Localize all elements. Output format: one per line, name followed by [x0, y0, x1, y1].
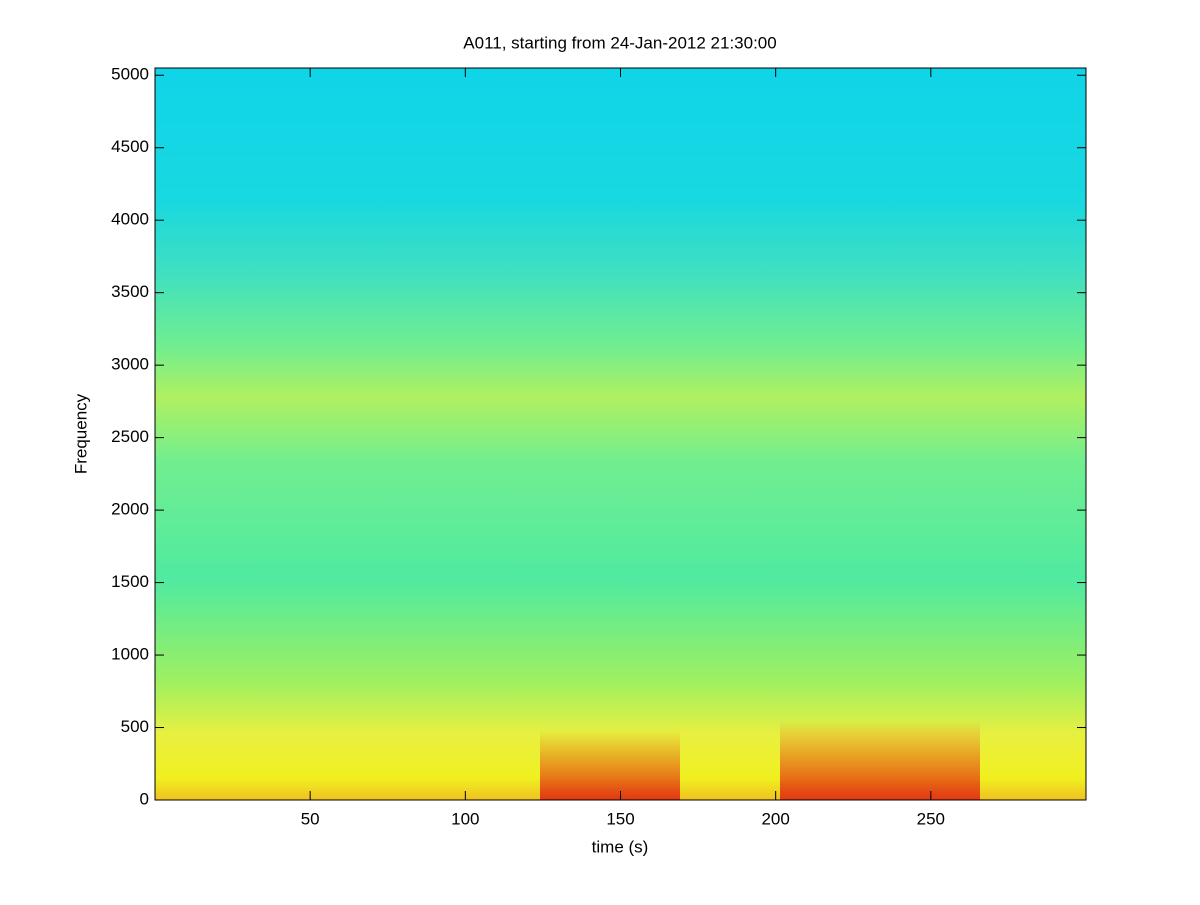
y-tick-label: 0 [140, 789, 149, 808]
y-tick-label: 500 [121, 717, 149, 736]
x-tick-label: 200 [761, 809, 789, 828]
y-tick-label: 1000 [111, 645, 149, 664]
spectrogram-image [540, 730, 680, 800]
y-axis-label: Frequency [71, 393, 90, 474]
y-tick-label: 2000 [111, 500, 149, 519]
plot-area [154, 67, 1087, 801]
chart-title: A011, starting from 24-Jan-2012 21:30:00 [463, 33, 776, 52]
x-axis-label: time (s) [592, 837, 649, 856]
y-tick-label: 2500 [111, 427, 149, 446]
x-tick-label: 50 [301, 809, 320, 828]
spectrogram-image [155, 68, 1086, 800]
x-tick-label: 250 [917, 809, 945, 828]
spectrogram-image [780, 720, 980, 800]
x-tick-label: 100 [451, 809, 479, 828]
y-tick-label: 3500 [111, 282, 149, 301]
y-tick-label: 1500 [111, 572, 149, 591]
y-tick-label: 4000 [111, 210, 149, 229]
x-tick-label: 150 [606, 809, 634, 828]
y-tick-label: 5000 [111, 65, 149, 84]
y-tick-label: 4500 [111, 137, 149, 156]
y-tick-label: 3000 [111, 355, 149, 374]
